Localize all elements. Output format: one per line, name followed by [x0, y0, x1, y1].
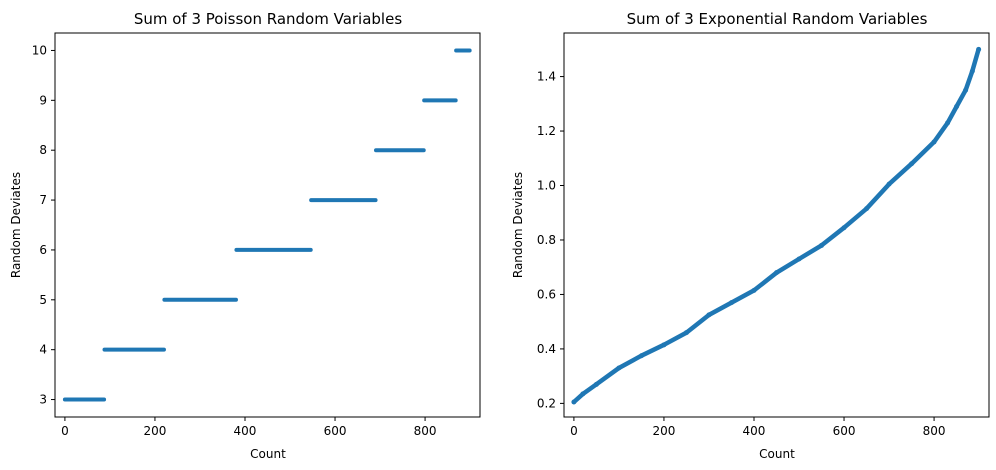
left-y-tick-label: 9 — [39, 93, 47, 107]
scatter-point — [864, 206, 870, 212]
scatter-point — [616, 365, 622, 371]
right-y-tick-label: 1.0 — [537, 179, 556, 193]
scatter-point — [728, 300, 734, 306]
left-y-tick-label: 10 — [32, 43, 47, 57]
left-y-tick-label: 3 — [39, 393, 47, 407]
left-x-tick-label: 0 — [61, 424, 69, 438]
left-plot-frame — [54, 32, 481, 418]
right-x-tick-label: 400 — [743, 424, 766, 438]
right-y-tick-label: 0.2 — [537, 396, 556, 410]
left-y-tick-label: 4 — [39, 343, 47, 357]
scatter-point — [819, 242, 825, 248]
scatter-point — [841, 225, 847, 231]
right-x-axis-label: Count — [759, 447, 795, 461]
scatter-point — [969, 68, 975, 74]
scatter-point — [661, 342, 667, 348]
left-y-tick-label: 7 — [39, 193, 47, 207]
scatter-point — [751, 287, 757, 293]
scatter-point — [945, 120, 951, 126]
left-chart-title: Sum of 3 Poisson Random Variables — [134, 10, 402, 28]
left-y-tick-label: 6 — [39, 243, 47, 257]
left-y-tick-label: 8 — [39, 143, 47, 157]
right-y-ticks: 0.2 0.4 0.6 0.8 1.0 1.2 1.4 — [537, 70, 564, 410]
scatter-point — [683, 330, 689, 336]
scatter-point — [593, 381, 599, 387]
right-x-tick-label: 0 — [570, 424, 578, 438]
right-y-tick-label: 1.4 — [537, 70, 556, 84]
left-chart: Sum of 3 Poisson Random Variables 0 200 40… — [9, 10, 481, 461]
scatter-point — [796, 256, 802, 262]
scatter-point — [886, 181, 892, 187]
scatter-point — [571, 399, 577, 405]
left-y-axis-label: Random Deviates — [9, 172, 23, 278]
scatter-curve — [571, 47, 981, 405]
scatter-point — [706, 312, 712, 318]
scatter-point — [638, 353, 644, 359]
right-x-tick-label: 200 — [652, 424, 675, 438]
left-x-ticks: 0 200 400 600 800 — [61, 417, 437, 438]
right-x-ticks: 0 200 400 600 800 — [570, 417, 946, 438]
left-x-tick-label: 400 — [234, 424, 257, 438]
right-y-axis-label: Random Deviates — [511, 172, 525, 278]
scatter-point — [963, 87, 969, 93]
scatter-point — [931, 139, 937, 145]
right-x-tick-label: 600 — [833, 424, 856, 438]
right-y-tick-label: 0.6 — [537, 287, 556, 301]
right-y-tick-label: 0.8 — [537, 233, 556, 247]
left-x-tick-label: 800 — [414, 424, 437, 438]
right-y-tick-label: 0.4 — [537, 342, 556, 356]
right-y-tick-label: 1.2 — [537, 124, 556, 138]
right-x-tick-label: 800 — [923, 424, 946, 438]
right-chart: Sum of 3 Exponential Random Variables 0 2… — [511, 10, 990, 461]
left-x-tick-label: 600 — [324, 424, 347, 438]
scatter-point — [580, 391, 586, 397]
left-y-ticks: 3 4 5 6 7 8 9 10 — [32, 43, 55, 407]
right-plot-marks — [571, 46, 982, 405]
scatter-point — [976, 46, 982, 52]
scatter-point — [954, 104, 960, 110]
left-x-axis-label: Count — [250, 447, 286, 461]
left-plot-marks — [62, 48, 472, 402]
left-y-tick-label: 5 — [39, 293, 47, 307]
left-x-tick-label: 200 — [143, 424, 166, 438]
scatter-point — [774, 270, 779, 276]
right-chart-title: Sum of 3 Exponential Random Variables — [627, 10, 928, 28]
right-plot-frame — [563, 32, 990, 418]
scatter-point — [909, 161, 915, 167]
